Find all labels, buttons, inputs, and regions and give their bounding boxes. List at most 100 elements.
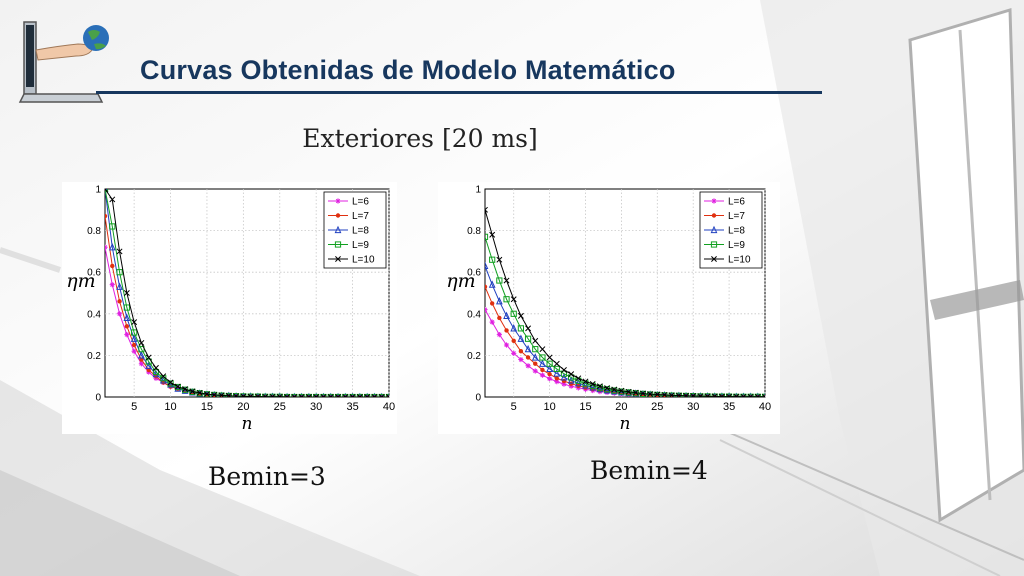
data-point xyxy=(109,282,115,288)
legend-label: L=10 xyxy=(728,255,751,266)
x-axis-label: n xyxy=(620,414,631,434)
y-tick-label: 0.6 xyxy=(87,268,101,279)
data-point xyxy=(532,368,538,374)
data-point xyxy=(105,189,109,193)
data-point xyxy=(568,383,574,389)
y-tick-label: 1 xyxy=(475,185,481,196)
data-point xyxy=(116,282,123,290)
data-point xyxy=(159,376,167,384)
legend-marker xyxy=(711,256,717,262)
data-point xyxy=(153,364,159,371)
x-tick-label: 10 xyxy=(543,401,555,413)
data-point xyxy=(510,310,517,317)
data-point xyxy=(503,342,510,348)
data-point xyxy=(661,391,668,397)
data-point xyxy=(525,355,531,360)
series-line-L=10 xyxy=(105,189,389,397)
legend-marker xyxy=(334,225,342,234)
data-point xyxy=(668,392,675,397)
data-point xyxy=(625,388,632,395)
data-point xyxy=(485,307,488,313)
data-point xyxy=(298,394,305,397)
data-point xyxy=(546,364,553,373)
data-point xyxy=(145,354,152,361)
data-point xyxy=(704,393,711,397)
data-point xyxy=(116,269,123,276)
data-point xyxy=(604,385,611,392)
data-point xyxy=(378,394,385,397)
data-point xyxy=(518,356,524,363)
data-point xyxy=(342,394,349,397)
data-point xyxy=(485,261,489,270)
data-point xyxy=(196,389,203,396)
data-point xyxy=(611,386,618,393)
data-point xyxy=(503,277,510,284)
x-tick-label: 40 xyxy=(383,401,395,413)
data-point xyxy=(108,242,116,251)
data-point xyxy=(511,338,516,344)
y-tick-label: 0.4 xyxy=(87,309,101,320)
data-point xyxy=(518,349,524,354)
data-point xyxy=(539,346,546,353)
data-point xyxy=(182,386,189,393)
data-point xyxy=(160,373,167,380)
data-point xyxy=(560,373,568,381)
x-tick-label: 40 xyxy=(759,401,771,413)
data-point xyxy=(110,263,115,269)
data-point xyxy=(654,391,661,397)
data-point xyxy=(582,378,589,385)
x-tick-label: 30 xyxy=(687,401,699,413)
legend-marker xyxy=(335,198,341,204)
data-point xyxy=(488,280,496,288)
data-point xyxy=(611,387,618,394)
legend-marker xyxy=(710,241,718,248)
data-point xyxy=(510,324,518,332)
data-point xyxy=(747,393,754,397)
data-point xyxy=(116,248,123,255)
data-point xyxy=(485,284,488,289)
data-point xyxy=(531,353,539,361)
data-point xyxy=(511,350,517,356)
data-point xyxy=(517,312,524,319)
data-point xyxy=(489,256,496,263)
legend-marker xyxy=(711,198,717,204)
data-point xyxy=(589,380,596,387)
data-point xyxy=(240,393,247,397)
data-point xyxy=(167,379,174,386)
data-point xyxy=(639,390,646,397)
data-point xyxy=(123,290,130,296)
data-point xyxy=(532,337,539,344)
data-point xyxy=(247,393,254,397)
data-point xyxy=(762,393,765,397)
data-point xyxy=(105,189,108,192)
data-point xyxy=(547,376,553,382)
data-point xyxy=(754,393,761,397)
data-point xyxy=(603,386,611,393)
caption-bemin-4: Bemin=4 xyxy=(590,456,708,485)
data-point xyxy=(109,196,116,203)
caption-bemin-3: Bemin=3 xyxy=(208,462,326,491)
x-tick-label: 5 xyxy=(511,401,517,413)
data-point xyxy=(225,392,232,397)
slide-subtitle: Exteriores [20 ms] xyxy=(302,124,538,153)
data-point xyxy=(603,386,611,394)
data-point xyxy=(532,346,539,353)
legend-marker xyxy=(335,256,341,262)
x-tick-label: 10 xyxy=(164,401,176,413)
data-point xyxy=(740,393,747,397)
y-axis-label: ηm xyxy=(66,270,95,292)
data-point xyxy=(123,304,130,311)
series-group xyxy=(485,206,765,397)
data-point xyxy=(211,391,218,397)
data-point xyxy=(130,334,138,342)
x-tick-label: 25 xyxy=(651,401,663,413)
data-point xyxy=(117,299,122,304)
x-tick-label: 20 xyxy=(237,401,249,413)
chart-bemin-4: 5 10 15 20 25 30 35 40 0 0.2 0.4 0.6 0.8 1 n ηm L=6 L=7 L=… xyxy=(438,182,780,434)
data-point xyxy=(152,369,160,378)
chart-bemin-3: 5 10 15 20 25 30 35 40 0 0.2 0.4 0.6 0.8 1 n ηm L=6 L=7 L=… xyxy=(62,182,397,434)
data-point xyxy=(524,335,532,342)
data-point xyxy=(718,393,725,397)
data-point xyxy=(105,213,108,219)
data-point xyxy=(539,372,546,378)
